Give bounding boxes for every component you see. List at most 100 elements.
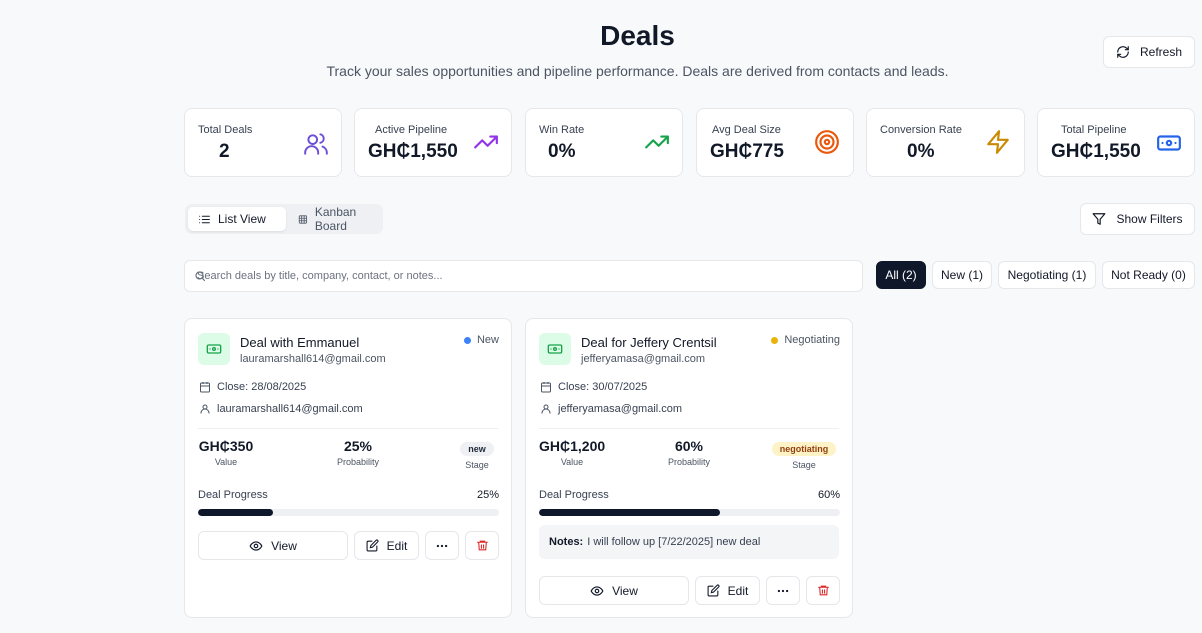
stat-value: 0% [907, 141, 935, 162]
view-label: View [612, 583, 638, 598]
stage-badge: new [460, 442, 494, 456]
stage-metric: negotiating Stage [768, 439, 840, 470]
close-date: Close: 28/08/2025 [217, 381, 307, 393]
contact-row: lauramarshall614@gmail.com [199, 403, 363, 415]
notes-label: Notes: [549, 536, 584, 548]
trash-icon [476, 540, 488, 551]
probability-label: Probability [336, 457, 380, 467]
trending-up-icon [474, 135, 498, 149]
edit-icon [366, 539, 379, 552]
deal-avatar [198, 333, 230, 365]
status-label: Negotiating [784, 334, 840, 346]
probability-label: Probability [667, 457, 711, 467]
delete-button[interactable] [465, 531, 499, 560]
search-box [184, 260, 863, 292]
view-toggle: List View Kanban Board [185, 204, 383, 234]
edit-label: Edit [727, 583, 749, 598]
status-badge: New [463, 334, 499, 346]
banknote-icon [206, 344, 222, 354]
divider [198, 428, 498, 429]
trash-icon [817, 585, 829, 596]
deal-avatar [539, 333, 571, 365]
edit-icon [707, 584, 720, 597]
progress-fill [539, 509, 720, 516]
eye-icon [249, 540, 263, 551]
value-amount: GH₵350 [198, 438, 254, 454]
stat-value: GH₵1,550 [368, 141, 458, 162]
value-label: Value [214, 457, 238, 467]
zap-icon [987, 130, 1009, 154]
status-badge: Negotiating [771, 334, 840, 346]
filter-pill-not-ready[interactable]: Not Ready (0) [1102, 261, 1195, 289]
deal-email: lauramarshall614@gmail.com [240, 353, 386, 365]
trending-up-icon [645, 135, 669, 149]
deal-notes: Notes: I will follow up [7/22/2025] new … [539, 525, 839, 559]
stat-value: GH₵1,550 [1051, 141, 1141, 162]
stat-value: GH₵775 [710, 141, 784, 162]
divider [539, 428, 839, 429]
stat-value: 2 [219, 141, 230, 162]
deal-title[interactable]: Deal with Emmanuel [240, 335, 360, 350]
stage-label: Stage [465, 460, 489, 470]
progress-bar [539, 509, 840, 516]
more-button[interactable] [425, 531, 459, 560]
deal-title[interactable]: Deal for Jeffery Crentsil [581, 335, 717, 350]
filter-pill-new[interactable]: New (1) [932, 261, 992, 289]
stat-label: Avg Deal Size [712, 124, 781, 136]
filter-pill-all[interactable]: All (2) [876, 261, 926, 289]
probability-metric: 60% Probability [664, 438, 714, 467]
stat-label: Active Pipeline [375, 124, 448, 136]
refresh-icon [1117, 46, 1129, 58]
contact-email: jefferyamasa@gmail.com [558, 403, 683, 415]
view-button[interactable]: View [539, 576, 689, 605]
list-view-label: List View [218, 212, 266, 226]
grid-icon [298, 214, 308, 224]
contact-row: jefferyamasa@gmail.com [540, 403, 682, 415]
view-label: View [271, 538, 297, 553]
refresh-button[interactable]: Refresh [1103, 36, 1195, 68]
value-label: Value [560, 457, 584, 467]
stat-card-conversion-rate: Conversion Rate 0% [866, 108, 1025, 177]
filter-pill-negotiating[interactable]: Negotiating (1) [998, 261, 1096, 289]
refresh-label: Refresh [1139, 45, 1183, 59]
view-button[interactable]: View [198, 531, 348, 560]
search-input[interactable] [197, 261, 857, 291]
value-metric: GH₵350 Value [198, 438, 254, 467]
stat-label: Total Deals [198, 124, 253, 136]
edit-button[interactable]: Edit [695, 576, 760, 605]
value-metric: GH₵1,200 Value [539, 438, 605, 467]
stage-label: Stage [792, 460, 816, 470]
banknote-icon [547, 344, 563, 354]
status-label: New [476, 334, 499, 346]
more-icon [777, 589, 789, 592]
show-filters-button[interactable]: Show Filters [1080, 203, 1195, 235]
progress-percent: 25% [476, 489, 499, 501]
stage-metric: new Stage [455, 439, 499, 470]
more-icon [436, 544, 448, 547]
kanban-board-button[interactable]: Kanban Board [288, 205, 383, 233]
progress-label: Deal Progress [198, 489, 268, 501]
list-view-button[interactable]: List View [188, 207, 286, 231]
close-date-row: Close: 28/08/2025 [199, 381, 306, 393]
eye-icon [590, 585, 604, 596]
contact-email: lauramarshall614@gmail.com [217, 403, 363, 415]
progress-label: Deal Progress [539, 489, 609, 501]
more-button[interactable] [766, 576, 800, 605]
edit-button[interactable]: Edit [354, 531, 419, 560]
deal-email: jefferyamasa@gmail.com [581, 353, 706, 365]
status-dot [771, 336, 779, 344]
page-subtitle: Track your sales opportunities and pipel… [326, 63, 949, 79]
status-dot [463, 336, 471, 344]
notes-text: I will follow up [7/22/2025] new deal [587, 536, 761, 548]
stage-badge: negotiating [771, 442, 837, 456]
probability-amount: 60% [674, 438, 704, 454]
stat-label: Win Rate [539, 124, 585, 136]
delete-button[interactable] [806, 576, 840, 605]
user-icon [200, 404, 210, 414]
page-title: Deals [600, 20, 675, 51]
stat-card-active-pipeline: Active Pipeline GH₵1,550 [354, 108, 512, 177]
kanban-board-label: Kanban Board [314, 205, 357, 233]
calendar-icon [541, 382, 551, 393]
stat-label: Conversion Rate [880, 124, 962, 136]
close-date-row: Close: 30/07/2025 [540, 381, 647, 393]
